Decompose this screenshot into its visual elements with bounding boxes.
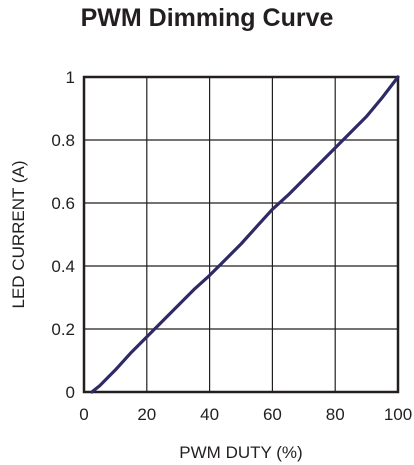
x-tick-label: 20 xyxy=(137,405,156,424)
y-tick-label: 0 xyxy=(66,383,75,402)
y-tick-labels: 0 0.2 0.4 0.6 0.8 1 xyxy=(51,68,75,402)
chart-title: PWM Dimming Curve xyxy=(80,4,334,32)
plot-frame xyxy=(82,75,400,394)
y-tick-label: 0.6 xyxy=(51,194,75,213)
x-tick-label: 40 xyxy=(200,405,219,424)
x-tick-label: 100 xyxy=(384,405,412,424)
x-tick-label: 80 xyxy=(326,405,345,424)
x-tick-label: 0 xyxy=(79,405,88,424)
y-tick-label: 0.2 xyxy=(51,320,75,339)
y-tick-label: 0.8 xyxy=(51,131,75,150)
y-tick-label: 1 xyxy=(66,68,75,87)
grid-lines xyxy=(84,77,398,392)
series-line xyxy=(90,75,400,394)
x-axis-label: PWM DUTY (%) xyxy=(179,443,302,462)
x-tick-label: 60 xyxy=(263,405,282,424)
y-tick-label: 0.4 xyxy=(51,257,75,276)
series-group xyxy=(90,75,400,394)
y-axis-label: LED CURRENT (A) xyxy=(9,161,28,309)
x-tick-labels: 0 20 40 60 80 100 xyxy=(79,405,412,424)
